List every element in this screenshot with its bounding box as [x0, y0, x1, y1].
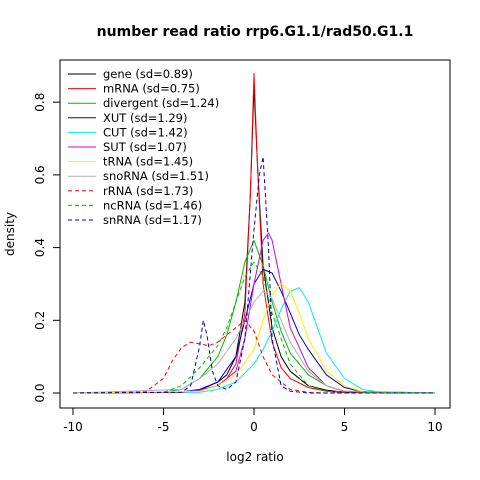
legend-label: tRNA (sd=1.45) [103, 155, 193, 169]
series-line-7 [72, 290, 436, 394]
series-line-2 [72, 239, 436, 394]
series-layer [72, 72, 436, 394]
y-tick-label: 0.0 [33, 383, 47, 402]
legend-label: ncRNA (sd=1.46) [103, 198, 202, 212]
chart-title: number read ratio rrp6.G1.1/rad50.G1.1 [97, 24, 414, 40]
series-line-8 [72, 319, 435, 394]
series-line-5 [72, 232, 436, 394]
x-tick-label: 0 [250, 420, 258, 434]
series-line-3 [72, 268, 436, 394]
y-axis-label: density [3, 212, 17, 256]
legend-label: XUT (sd=1.29) [103, 111, 187, 125]
y-tick-label: 0.2 [33, 311, 47, 330]
legend-label: SUT (sd=1.07) [103, 140, 187, 154]
legend-label: CUT (sd=1.42) [103, 125, 188, 139]
y-tick-label: 0.8 [33, 93, 47, 112]
series-line-10 [72, 156, 435, 394]
legend-label: mRNA (sd=0.75) [103, 82, 200, 96]
series-line-4 [72, 287, 436, 394]
legend-label: snoRNA (sd=1.51) [103, 169, 209, 183]
x-tick-label: -10 [63, 420, 83, 434]
legend-label: snRNA (sd=1.17) [103, 213, 202, 227]
y-axis: 0.0 0.2 0.4 0.6 0.8 [33, 93, 61, 403]
series-line-6 [72, 283, 436, 394]
x-axis-label: log2 ratio [226, 450, 283, 464]
x-axis: -10 -5 0 5 10 [63, 407, 443, 434]
x-tick-label: -5 [158, 420, 170, 434]
legend-label: gene (sd=0.89) [103, 67, 193, 81]
x-tick-label: 10 [427, 420, 442, 434]
x-tick-label: 5 [341, 420, 349, 434]
legend-label: rRNA (sd=1.73) [103, 184, 193, 198]
legend-label: divergent (sd=1.24) [103, 96, 219, 110]
series-line-9 [72, 261, 436, 394]
y-tick-label: 0.6 [33, 165, 47, 184]
y-tick-label: 0.4 [33, 238, 47, 257]
legend: gene (sd=0.89)mRNA (sd=0.75)divergent (s… [68, 67, 219, 227]
